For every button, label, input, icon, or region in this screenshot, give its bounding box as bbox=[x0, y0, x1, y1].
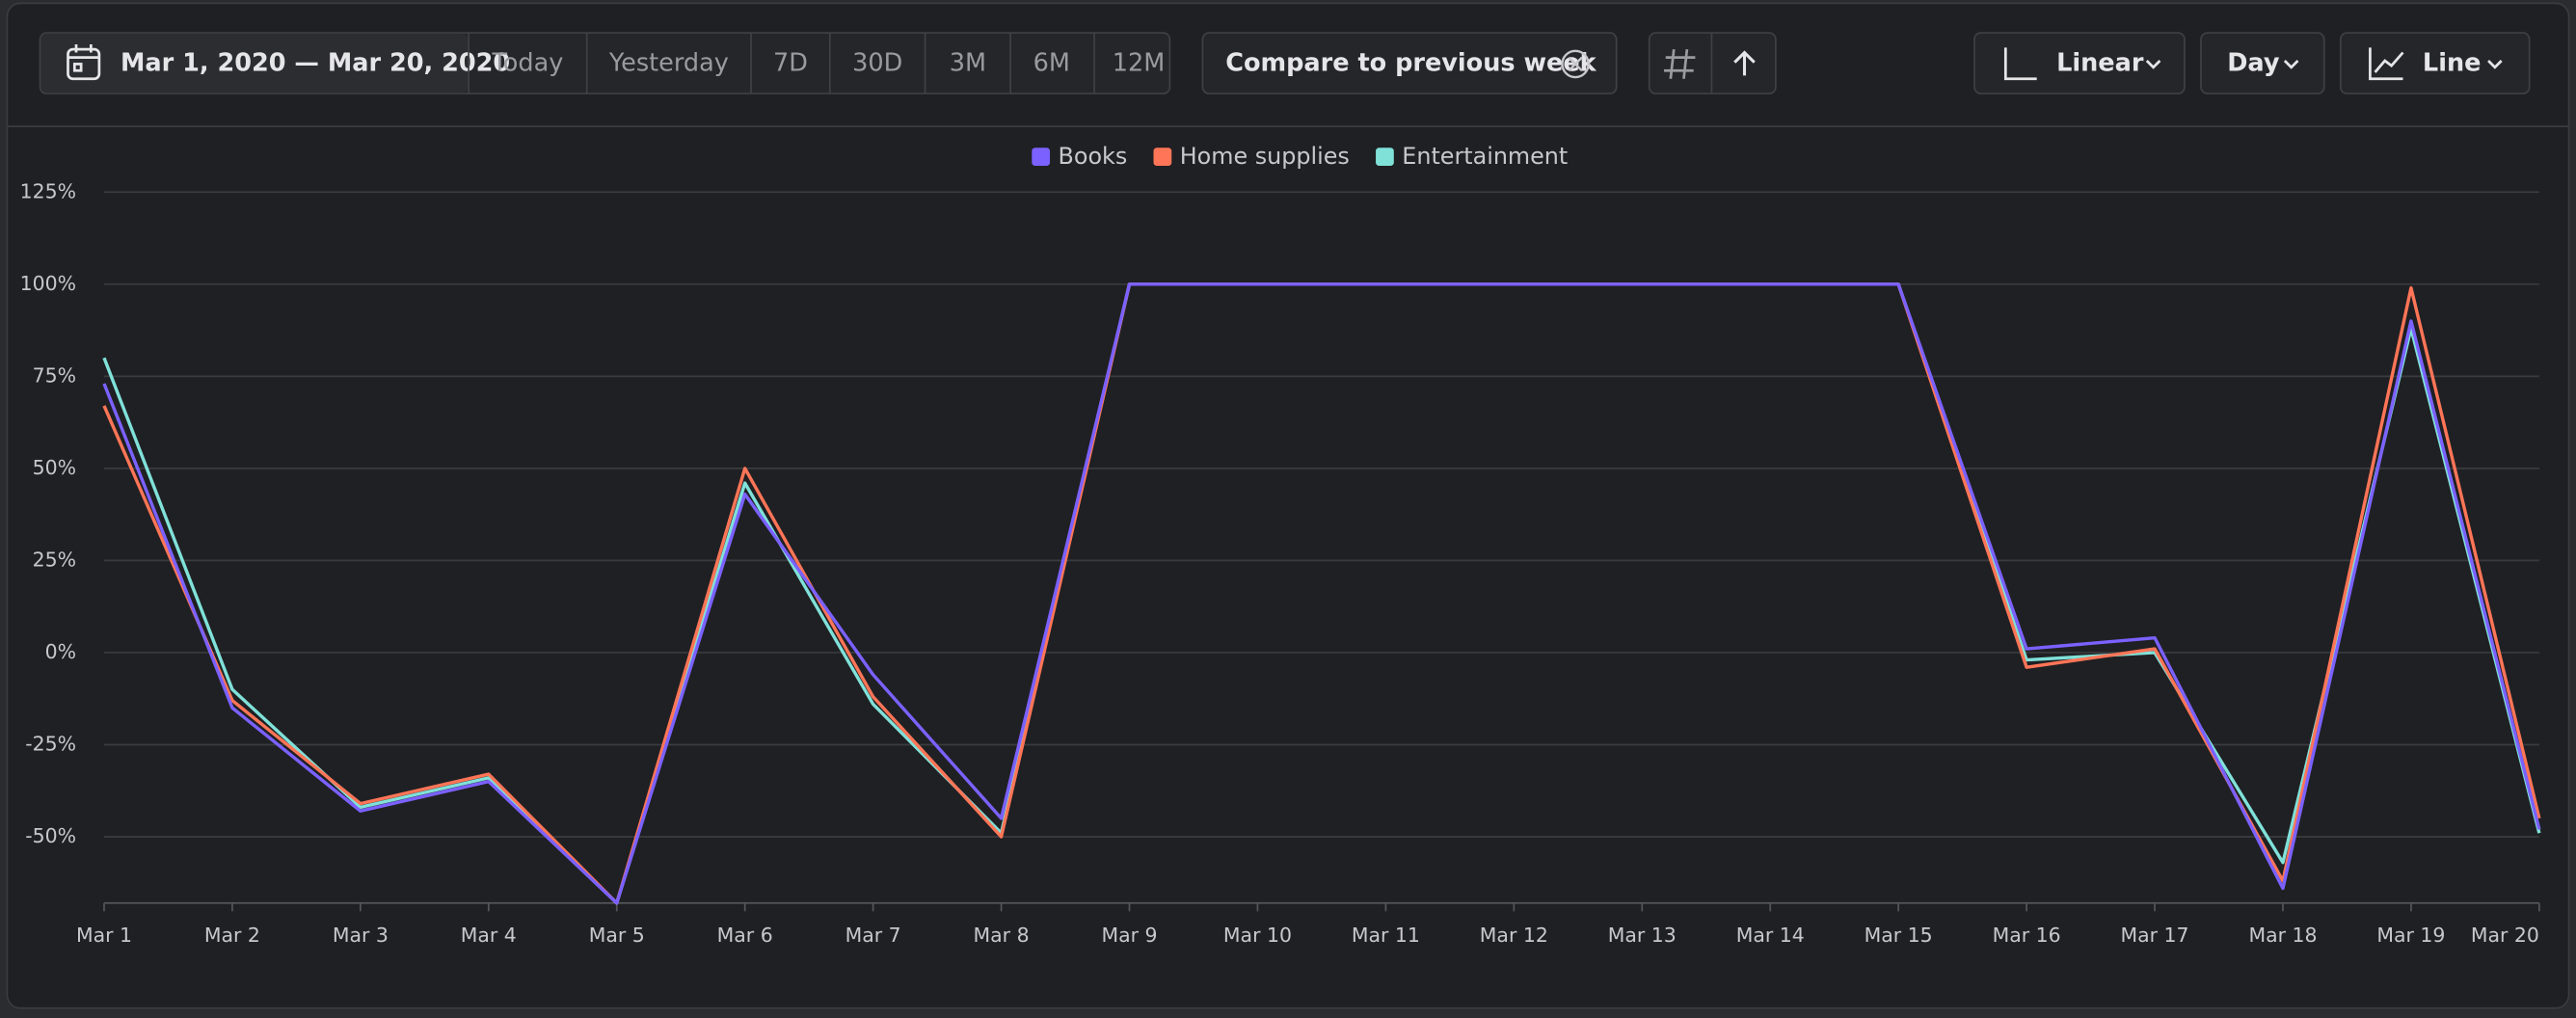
clear-icon[interactable] bbox=[1561, 49, 1590, 79]
x-tick-label: Mar 2 bbox=[204, 924, 260, 947]
y-tick-label: 125% bbox=[20, 179, 76, 202]
date-picker[interactable] bbox=[40, 33, 469, 94]
number-toggle[interactable] bbox=[1664, 48, 1696, 79]
preset-button[interactable]: 3M bbox=[950, 48, 986, 77]
compare-frame bbox=[1201, 32, 1618, 94]
chevron bbox=[2487, 60, 2503, 69]
scale-dropdown[interactable]: Linear bbox=[1973, 32, 2186, 94]
separators bbox=[468, 33, 1095, 94]
x-tick-label: Mar 14 bbox=[1736, 924, 1805, 947]
x-tick-label: Mar 9 bbox=[1101, 924, 1157, 947]
x-tick-label: Mar 17 bbox=[2121, 924, 2189, 947]
preset-button[interactable]: 30D bbox=[852, 48, 902, 77]
calendar-icon bbox=[67, 43, 101, 81]
legend-swatch bbox=[1376, 147, 1394, 167]
preset-button[interactable]: Yesterday bbox=[608, 48, 729, 77]
legend-swatch bbox=[1153, 147, 1172, 167]
y-tick-label: 50% bbox=[33, 456, 76, 479]
x-tick-label: Mar 15 bbox=[1865, 924, 1933, 947]
y-tick-label: -25% bbox=[25, 732, 76, 755]
y-tick-label: 100% bbox=[20, 272, 76, 295]
legend-label: Home supplies bbox=[1180, 143, 1350, 170]
x-tick-label: Mar 12 bbox=[1480, 924, 1548, 947]
preset-button[interactable]: Today bbox=[491, 48, 563, 77]
y-tick-label: 25% bbox=[33, 548, 76, 571]
x-tick-label: Mar 4 bbox=[461, 924, 517, 947]
icon-group bbox=[1648, 32, 1777, 94]
series-line bbox=[102, 282, 2541, 905]
x-tick-label: Mar 20 bbox=[2471, 924, 2539, 947]
x-tick-label: Mar 3 bbox=[333, 924, 389, 947]
legend-label: Entertainment bbox=[1402, 143, 1568, 170]
compare-button[interactable]: Compare to previous week bbox=[1201, 32, 1618, 94]
x-tick-label: Mar 7 bbox=[845, 924, 901, 947]
x-tick-label: Mar 18 bbox=[2248, 924, 2317, 947]
x-tick-label: Mar 1 bbox=[76, 924, 132, 947]
compare-label[interactable]: Compare to previous week bbox=[1225, 48, 1597, 77]
date-preset-group: Mar 1, 2020 — Mar 20, 2020 Today Yesterd… bbox=[39, 32, 1171, 94]
interval-label[interactable]: Day bbox=[2227, 48, 2280, 77]
scale-label[interactable]: Linear bbox=[2056, 48, 2144, 77]
chevron bbox=[2283, 60, 2299, 69]
interval-dropdown[interactable]: Day bbox=[2200, 32, 2325, 94]
chevron bbox=[2145, 60, 2161, 69]
axis-icon bbox=[2003, 47, 2037, 81]
plot: -50% -25% 0% 25% 50% 75% 100% 125% Mar 1 Mar 2 Mar… bbox=[20, 143, 2541, 947]
legend-label: Books bbox=[1059, 143, 1128, 170]
y-tick-label: 0% bbox=[45, 640, 76, 663]
x-tick-label: Mar 11 bbox=[1352, 924, 1420, 947]
chart-type-label[interactable]: Line bbox=[2423, 48, 2482, 77]
x-tick-label: Mar 13 bbox=[1608, 924, 1677, 947]
date-range[interactable]: Mar 1, 2020 — Mar 20, 2020 bbox=[121, 48, 510, 77]
line-icon bbox=[2369, 47, 2404, 81]
preset-button[interactable]: 12M bbox=[1113, 48, 1166, 77]
panel bbox=[6, 2, 2570, 1009]
chart-type-dropdown[interactable]: Line bbox=[2339, 32, 2531, 94]
legend-swatch bbox=[1032, 147, 1051, 167]
preset-button[interactable]: 6M bbox=[1033, 48, 1070, 77]
x-tick-label: Mar 10 bbox=[1223, 924, 1292, 947]
preset-button[interactable]: 7D bbox=[773, 48, 808, 77]
x-tick-label: Mar 5 bbox=[589, 924, 645, 947]
x-tick-label: Mar 6 bbox=[717, 924, 773, 947]
interval-frame bbox=[2200, 32, 2325, 94]
sort-toggle[interactable] bbox=[1733, 50, 1756, 76]
x-tick-label: Mar 19 bbox=[2376, 924, 2445, 947]
x-tick-label: Mar 8 bbox=[974, 924, 1030, 947]
y-tick-label: -50% bbox=[25, 824, 76, 847]
x-tick-label: Mar 16 bbox=[1993, 924, 2061, 947]
y-tick-label: 75% bbox=[33, 363, 76, 387]
